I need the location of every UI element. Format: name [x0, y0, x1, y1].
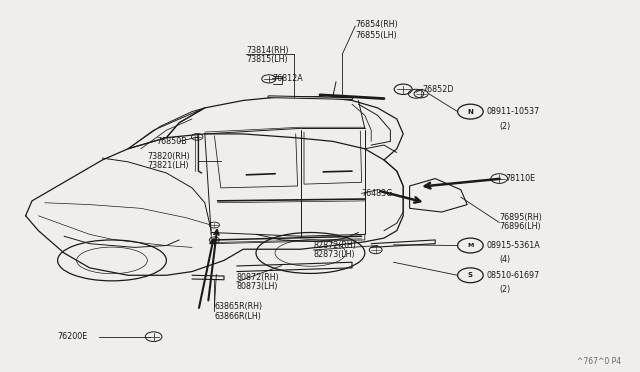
Text: 73821(LH): 73821(LH) [147, 161, 189, 170]
Text: 76483G: 76483G [362, 189, 393, 198]
Text: 76850B: 76850B [157, 137, 188, 146]
Text: 82873(LH): 82873(LH) [314, 250, 355, 259]
Text: 78110E: 78110E [506, 174, 536, 183]
Text: ^767^0 P4: ^767^0 P4 [577, 357, 621, 366]
Text: 80872(RH): 80872(RH) [237, 273, 280, 282]
Text: 63866R(LH): 63866R(LH) [214, 312, 261, 321]
Text: 73814(RH): 73814(RH) [246, 46, 289, 55]
Text: 76895(RH): 76895(RH) [499, 213, 542, 222]
Text: 73820(RH): 73820(RH) [147, 152, 190, 161]
Text: 63865R(RH): 63865R(RH) [214, 302, 262, 311]
Text: (2): (2) [499, 285, 511, 294]
Text: 08510-61697: 08510-61697 [486, 271, 540, 280]
Text: 76896(LH): 76896(LH) [499, 222, 541, 231]
Text: 82872(RH): 82872(RH) [314, 241, 356, 250]
Text: 76200E: 76200E [58, 332, 88, 341]
Text: N: N [467, 109, 474, 115]
Text: 76852D: 76852D [422, 85, 454, 94]
Text: 73815(LH): 73815(LH) [246, 55, 288, 64]
Text: 76812A: 76812A [272, 74, 303, 83]
Text: (4): (4) [499, 255, 510, 264]
Text: 80873(LH): 80873(LH) [237, 282, 278, 291]
Text: S: S [468, 272, 473, 278]
Text: 08911-10537: 08911-10537 [486, 107, 540, 116]
Text: 76855(LH): 76855(LH) [355, 31, 397, 40]
Text: M: M [467, 243, 474, 248]
Text: 08915-5361A: 08915-5361A [486, 241, 540, 250]
Text: 76854(RH): 76854(RH) [355, 20, 398, 29]
Text: (2): (2) [499, 122, 511, 131]
